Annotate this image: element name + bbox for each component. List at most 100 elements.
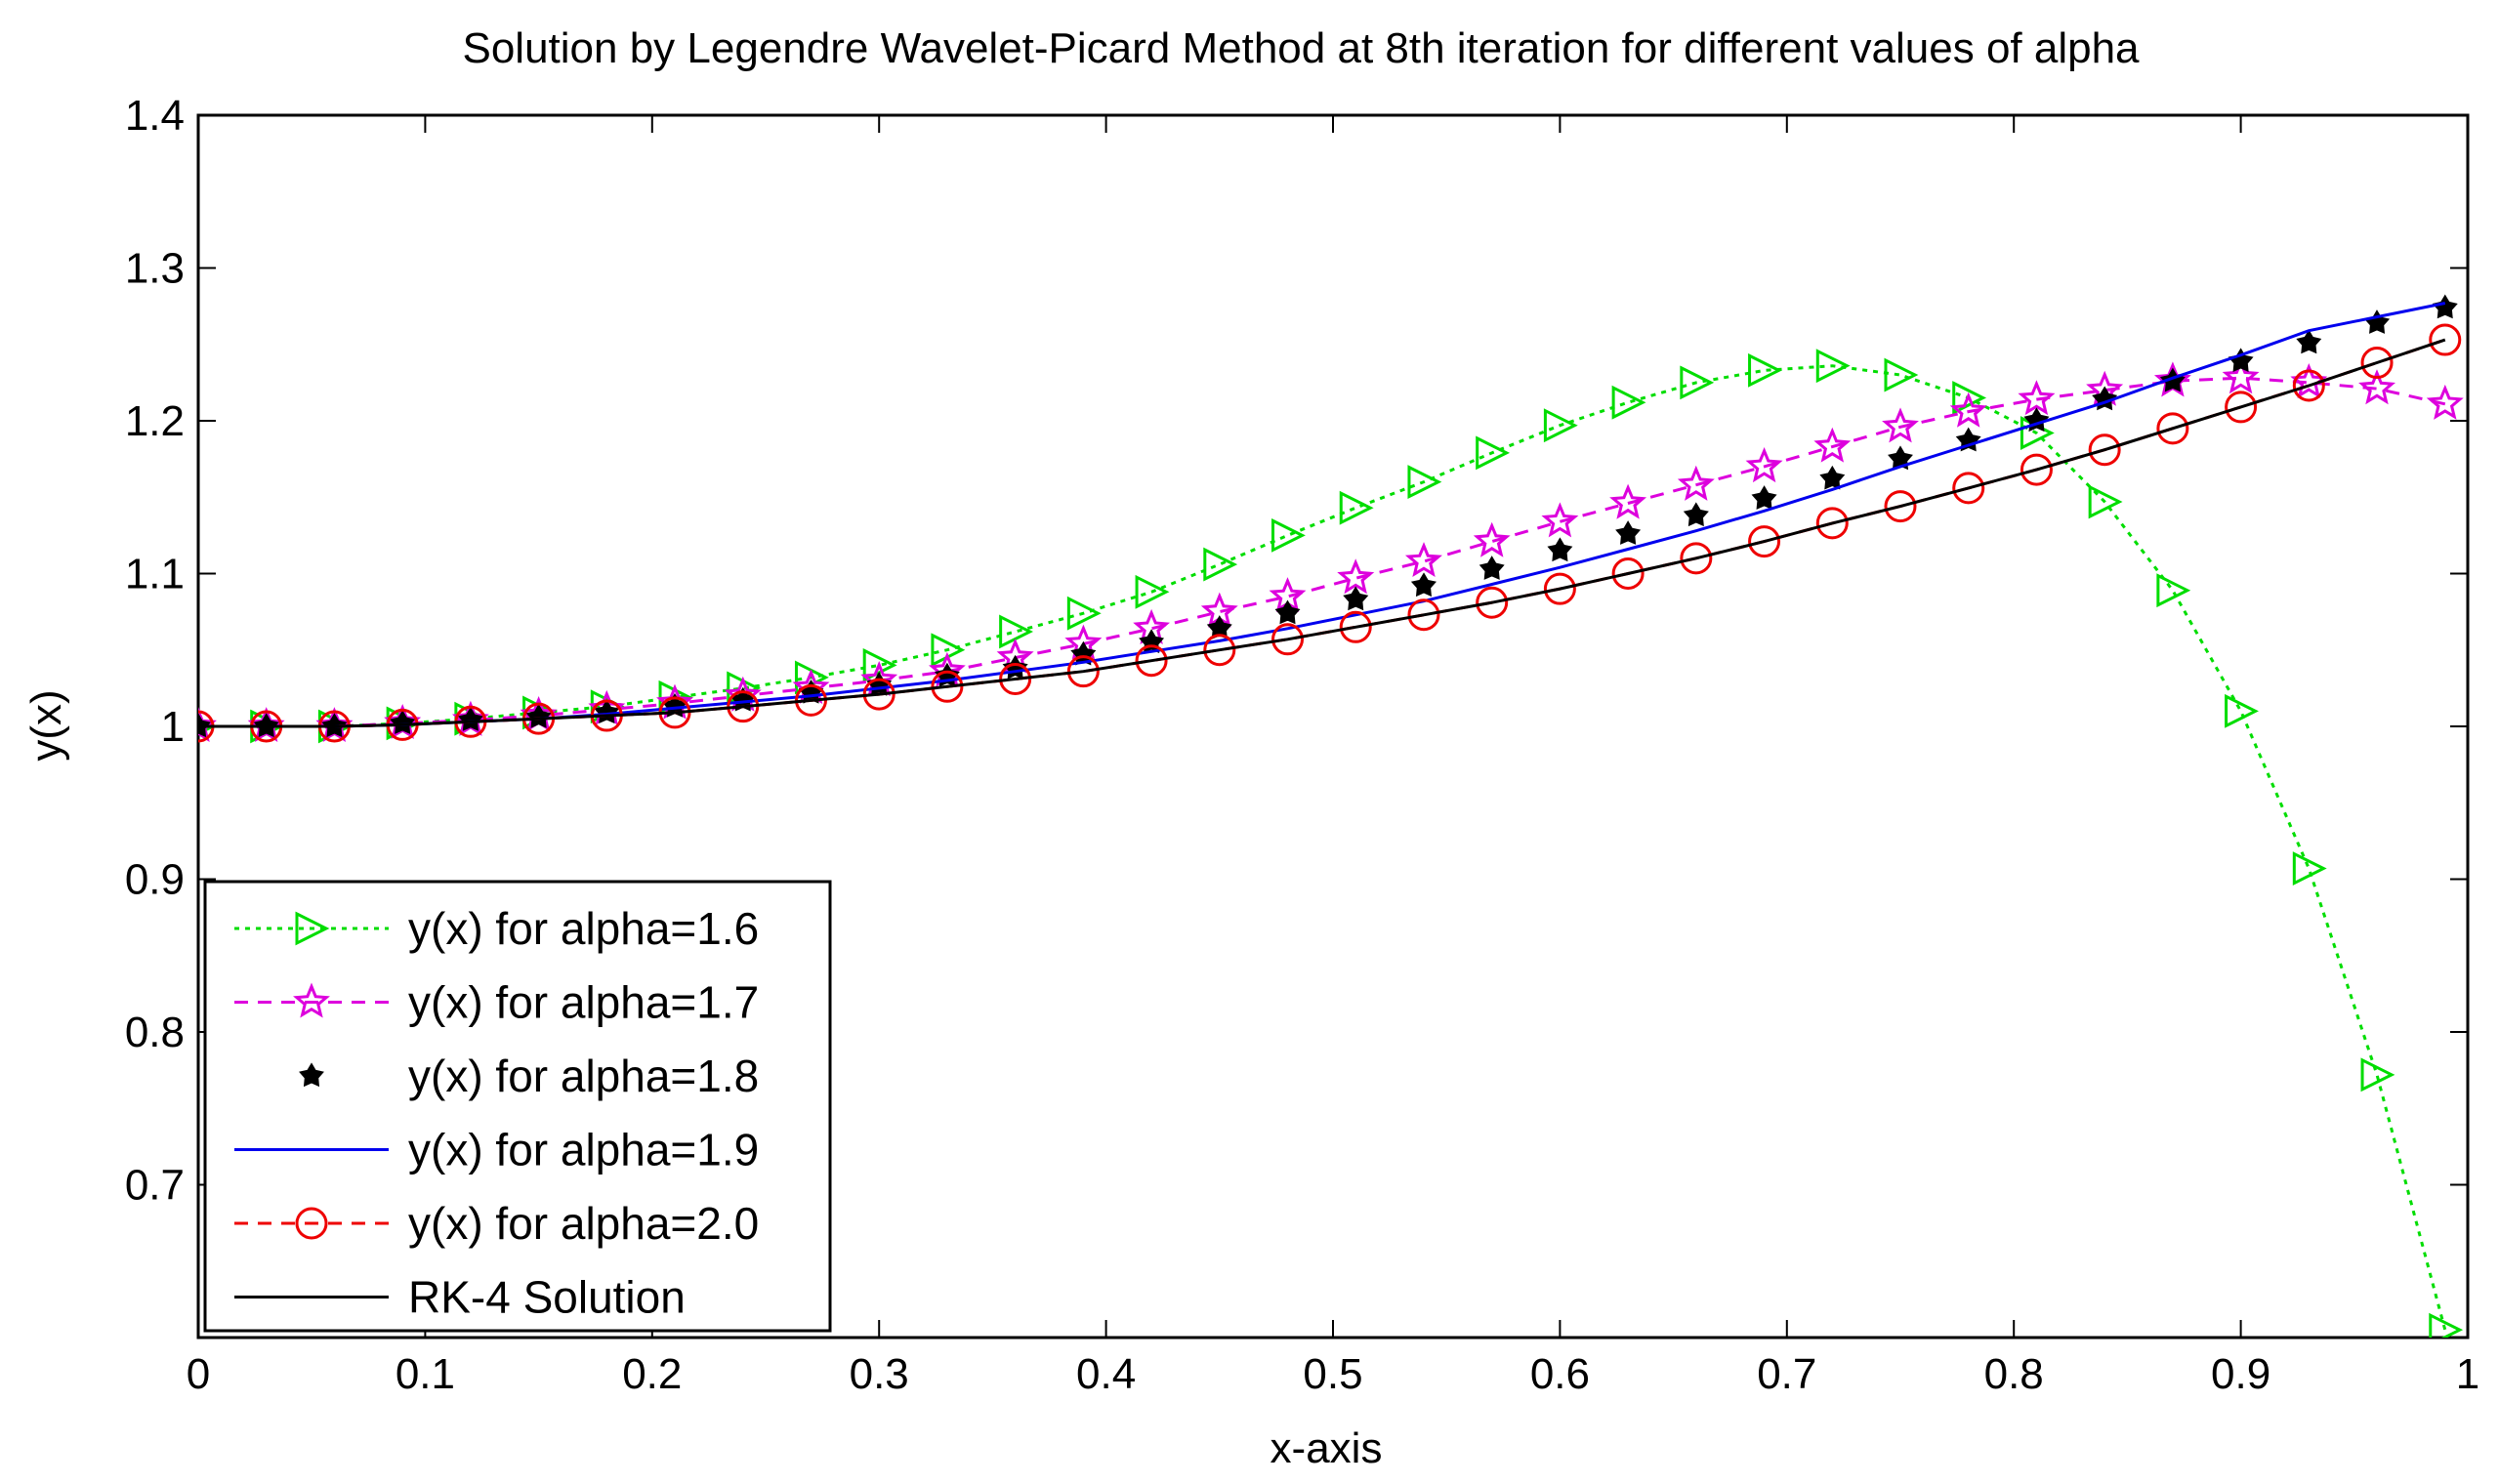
data-point bbox=[1541, 502, 1579, 538]
data-point bbox=[1203, 634, 1236, 667]
data-point bbox=[1271, 517, 1306, 553]
data-point bbox=[2292, 369, 2325, 402]
series-line bbox=[198, 376, 2446, 728]
x-tick-label: 0.7 bbox=[1757, 1350, 1816, 1398]
data-point bbox=[1407, 465, 1442, 500]
data-point bbox=[2360, 347, 2394, 380]
data-point bbox=[1337, 558, 1375, 595]
legend-entry-6: RK-4 Solution bbox=[234, 1272, 686, 1323]
data-point bbox=[525, 703, 552, 728]
legend-entry-4: y(x) for alpha=1.9 bbox=[234, 1125, 759, 1175]
data-point bbox=[2296, 329, 2322, 354]
data-point bbox=[1066, 655, 1100, 688]
data-point bbox=[2156, 412, 2189, 445]
data-point bbox=[1404, 542, 1442, 578]
data-point bbox=[1203, 547, 1238, 582]
data-point bbox=[2088, 433, 2121, 467]
x-tick-label: 0.2 bbox=[622, 1350, 682, 1398]
data-point bbox=[1884, 490, 1917, 523]
data-point bbox=[1066, 596, 1102, 631]
legend-box bbox=[203, 880, 832, 1333]
data-point bbox=[1748, 352, 1782, 388]
x-axis-label: x-axis bbox=[1270, 1424, 1383, 1472]
data-point bbox=[2429, 1312, 2464, 1338]
legend: y(x) for alpha=1.6 y(x) for alpha=1.7 y(x)… bbox=[203, 880, 832, 1333]
data-point bbox=[1611, 385, 1646, 420]
data-point bbox=[2222, 358, 2260, 394]
data-point bbox=[2088, 484, 2123, 519]
data-point bbox=[1339, 490, 1374, 525]
data-point bbox=[198, 707, 217, 743]
data-point bbox=[1815, 507, 1849, 540]
legend-marker bbox=[295, 1207, 328, 1240]
data-point bbox=[2225, 693, 2259, 728]
data-point bbox=[2358, 369, 2396, 405]
data-point bbox=[1677, 465, 1715, 501]
y-tick-label: 1.1 bbox=[125, 551, 185, 598]
y-tick-label: 0.9 bbox=[125, 856, 185, 904]
data-point bbox=[1952, 472, 1985, 505]
data-point bbox=[1135, 574, 1170, 609]
data-point bbox=[1609, 483, 1647, 519]
legend-entry-3: y(x) for alpha=1.8 bbox=[299, 1051, 759, 1101]
data-point bbox=[2360, 1057, 2395, 1092]
data-point bbox=[931, 670, 964, 703]
data-point bbox=[1543, 572, 1576, 605]
data-point bbox=[2429, 323, 2462, 356]
data-point bbox=[1473, 521, 1511, 557]
data-point bbox=[1611, 557, 1645, 590]
data-point bbox=[2018, 380, 2056, 416]
data-point bbox=[1615, 520, 1642, 545]
legend-label: RK-4 Solution bbox=[408, 1272, 686, 1323]
y-tick-label: 1 bbox=[161, 703, 185, 751]
legend-label: y(x) for alpha=1.8 bbox=[408, 1051, 759, 1101]
data-point bbox=[1819, 465, 1846, 490]
legend-label: y(x) for alpha=1.7 bbox=[408, 977, 759, 1028]
data-point bbox=[1407, 598, 1440, 632]
chart-title: Solution by Legendre Wavelet-Picard Meth… bbox=[462, 24, 2140, 72]
legend-label: y(x) for alpha=1.6 bbox=[408, 903, 759, 954]
x-tick-label: 0.4 bbox=[1076, 1350, 1136, 1398]
data-point bbox=[1274, 599, 1301, 625]
legend-entry-5: y(x) for alpha=2.0 bbox=[234, 1198, 759, 1249]
data-point bbox=[1339, 610, 1372, 643]
series-layer bbox=[198, 294, 2464, 1338]
data-point bbox=[2156, 573, 2191, 608]
data-point bbox=[1680, 365, 1715, 400]
legend-marker bbox=[295, 911, 330, 946]
data-point bbox=[1543, 408, 1578, 443]
data-point bbox=[1952, 381, 1987, 415]
legend-marker bbox=[299, 1062, 324, 1088]
y-tick-label: 0.7 bbox=[125, 1162, 185, 1210]
data-point bbox=[390, 710, 416, 734]
data-point bbox=[457, 707, 483, 731]
series-6 bbox=[198, 338, 2446, 728]
series-line bbox=[198, 364, 2447, 1331]
x-tick-label: 0.9 bbox=[2211, 1350, 2270, 1398]
legend-entry-1: y(x) for alpha=1.6 bbox=[234, 903, 759, 954]
legend-label: y(x) for alpha=1.9 bbox=[408, 1125, 759, 1175]
data-point bbox=[1547, 537, 1573, 562]
data-point bbox=[1343, 586, 1369, 611]
y-tick-label: 1.2 bbox=[125, 397, 185, 445]
data-point bbox=[1751, 485, 1777, 510]
data-point bbox=[1476, 435, 1511, 471]
y-tick-label: 1.3 bbox=[125, 245, 185, 293]
y-tick-label: 1.4 bbox=[125, 92, 185, 140]
data-point bbox=[1882, 407, 1919, 443]
data-point bbox=[1949, 392, 1987, 428]
data-point bbox=[1479, 556, 1505, 580]
data-point bbox=[1683, 502, 1709, 527]
y-tick-label: 0.8 bbox=[125, 1009, 185, 1056]
series-line bbox=[198, 338, 2446, 728]
data-point bbox=[1815, 349, 1851, 384]
legend-label: y(x) for alpha=2.0 bbox=[408, 1198, 759, 1249]
data-point bbox=[2020, 453, 2053, 486]
data-point bbox=[2159, 367, 2186, 392]
x-tick-label: 0.1 bbox=[396, 1350, 455, 1398]
x-tick-label: 0 bbox=[187, 1350, 210, 1398]
data-point bbox=[2426, 384, 2464, 420]
legend-marker bbox=[293, 982, 330, 1018]
legend-entry-2: y(x) for alpha=1.7 bbox=[234, 977, 759, 1028]
